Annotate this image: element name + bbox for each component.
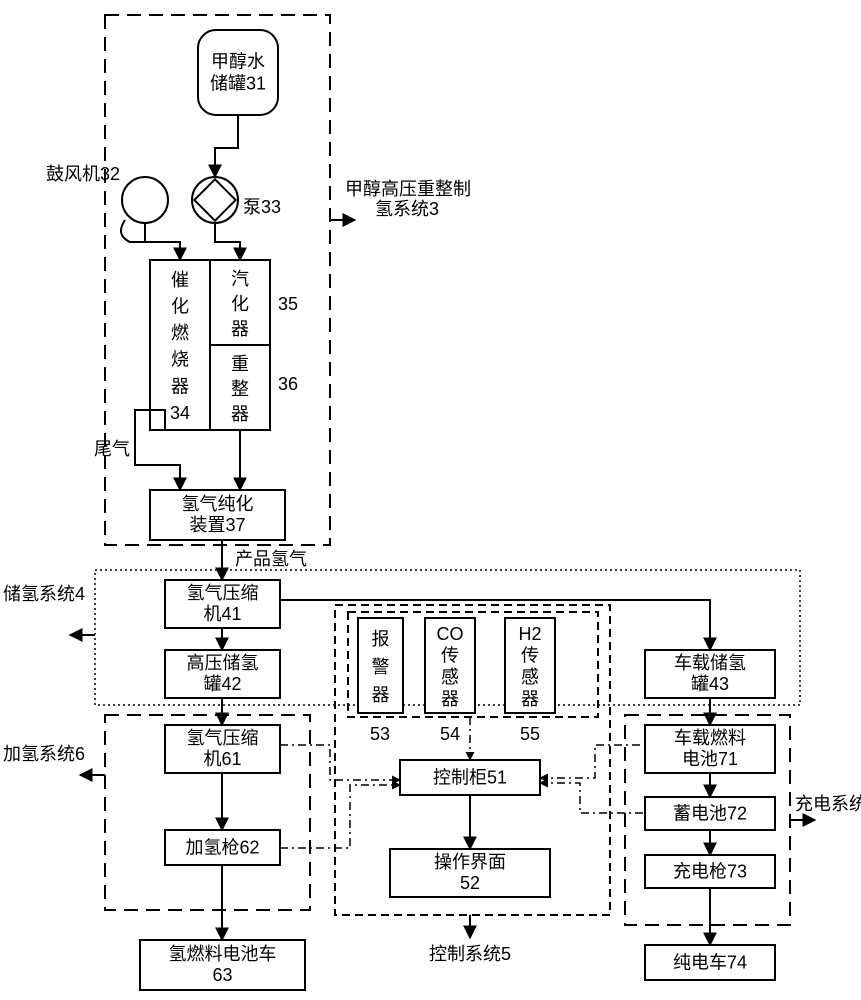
label-blower: 鼓风机32 <box>46 164 120 184</box>
svg-text:甲醇水: 甲醇水 <box>211 51 265 71</box>
svg-text:汽: 汽 <box>231 269 249 289</box>
node-cabinet51: 控制柜51 <box>400 760 540 795</box>
svg-text:器: 器 <box>231 404 249 424</box>
svg-text:传: 传 <box>441 646 459 666</box>
svg-text:器: 器 <box>231 319 249 339</box>
label-n53: 53 <box>370 724 390 744</box>
svg-text:传: 传 <box>521 646 539 666</box>
svg-text:装置37: 装置37 <box>189 515 245 535</box>
svg-text:机41: 机41 <box>203 604 241 624</box>
node-gun73: 充电枪73 <box>645 855 775 888</box>
node-co54: CO传感器 <box>425 618 475 713</box>
svg-text:燃: 燃 <box>171 323 189 343</box>
svg-text:储罐31: 储罐31 <box>210 73 266 93</box>
svg-text:感: 感 <box>441 667 459 687</box>
ctrl-arrow-2 <box>280 785 400 848</box>
node-tank43: 车载储氢罐43 <box>645 650 775 698</box>
svg-text:器: 器 <box>372 685 390 705</box>
node-batt72: 蓄电池72 <box>645 797 775 830</box>
svg-text:泵33: 泵33 <box>243 197 281 217</box>
node-fcev63: 氢燃料电池车63 <box>140 940 305 990</box>
svg-text:化: 化 <box>171 297 189 317</box>
svg-text:罐42: 罐42 <box>203 674 241 694</box>
node-ev74: 纯电车74 <box>645 945 775 980</box>
svg-text:63: 63 <box>212 965 232 985</box>
node-purify37: 氢气纯化装置37 <box>150 490 285 540</box>
svg-text:加氢枪62: 加氢枪62 <box>185 837 259 857</box>
svg-text:车载燃料: 车载燃料 <box>674 728 746 748</box>
svg-text:化: 化 <box>231 294 249 314</box>
node-comp41: 氢气压缩机41 <box>165 580 280 628</box>
svg-text:感: 感 <box>521 667 539 687</box>
svg-text:氢气纯化: 氢气纯化 <box>182 494 254 514</box>
svg-text:高压储氢: 高压储氢 <box>187 653 259 673</box>
svg-text:报: 报 <box>372 629 390 649</box>
node-h255: H2传感器 <box>505 618 555 713</box>
label-n55: 55 <box>520 724 540 744</box>
svg-text:纯电车74: 纯电车74 <box>673 952 747 972</box>
svg-text:氢气压缩: 氢气压缩 <box>187 583 259 603</box>
label-n54: 54 <box>440 724 460 744</box>
svg-text:52: 52 <box>460 873 480 893</box>
svg-text:操作界面: 操作界面 <box>434 852 506 872</box>
node-vaporizer35: 汽化器 <box>210 260 270 345</box>
node-comp61: 氢气压缩机61 <box>165 725 280 773</box>
arrow-blower32_bottom <box>145 223 180 260</box>
svg-text:烧: 烧 <box>171 350 189 370</box>
node-ui52: 操作界面52 <box>390 849 550 897</box>
node-reformer36: 重整器 <box>210 345 270 430</box>
arrow-tank31_bottom <box>215 115 238 177</box>
svg-text:氢燃料电池车: 氢燃料电池车 <box>169 944 277 964</box>
node-alarm53: 报警器 <box>358 618 403 713</box>
svg-text:H2: H2 <box>518 624 541 644</box>
svg-text:CO: CO <box>437 624 464 644</box>
label-system6: 加氢系统6 <box>3 744 85 764</box>
svg-text:器: 器 <box>521 689 539 709</box>
label-system3: 甲醇高压重整制 <box>345 179 471 199</box>
svg-text:充电枪73: 充电枪73 <box>673 861 747 881</box>
svg-text:器: 器 <box>441 689 459 709</box>
svg-text:34: 34 <box>170 403 190 423</box>
node-tank31: 甲醇水储罐31 <box>198 30 278 115</box>
node-tank42: 高压储氢罐42 <box>165 650 280 698</box>
svg-text:重: 重 <box>231 354 249 374</box>
ctrl-arrow-1 <box>280 745 400 780</box>
label-n35: 35 <box>278 294 298 314</box>
svg-text:催: 催 <box>171 270 189 290</box>
label-system4: 储氢系统4 <box>3 584 85 604</box>
node-burner34: 催化燃烧器 34 <box>150 260 210 430</box>
arrow-pump33_bottom <box>215 223 240 260</box>
label-system5: 控制系统5 <box>429 944 511 964</box>
svg-text:电池71: 电池71 <box>682 749 738 769</box>
node-gun62: 加氢枪62 <box>165 830 280 865</box>
svg-text:罐43: 罐43 <box>691 674 729 694</box>
arrow-comp41_right <box>280 600 710 650</box>
label-n36: 36 <box>278 374 298 394</box>
svg-text:器: 器 <box>171 376 189 396</box>
svg-text:蓄电池72: 蓄电池72 <box>673 803 747 823</box>
svg-text:警: 警 <box>372 657 390 677</box>
svg-text:控制柜51: 控制柜51 <box>433 767 507 787</box>
svg-text:氢气压缩: 氢气压缩 <box>187 728 259 748</box>
label-system7: 充电系统7 <box>795 794 861 814</box>
svg-text:整: 整 <box>231 379 249 399</box>
svg-text:机61: 机61 <box>203 749 241 769</box>
ctrl-arrow-4 <box>540 783 643 813</box>
svg-text:氢系统3: 氢系统3 <box>375 199 439 219</box>
label-tail_gas: 尾气 <box>94 439 130 459</box>
node-pump33: 泵33 <box>192 177 281 223</box>
svg-text:车载储氢: 车载储氢 <box>674 653 746 673</box>
node-fc71: 车载燃料电池71 <box>645 725 775 773</box>
label-product_h2: 产品氢气 <box>235 549 307 569</box>
